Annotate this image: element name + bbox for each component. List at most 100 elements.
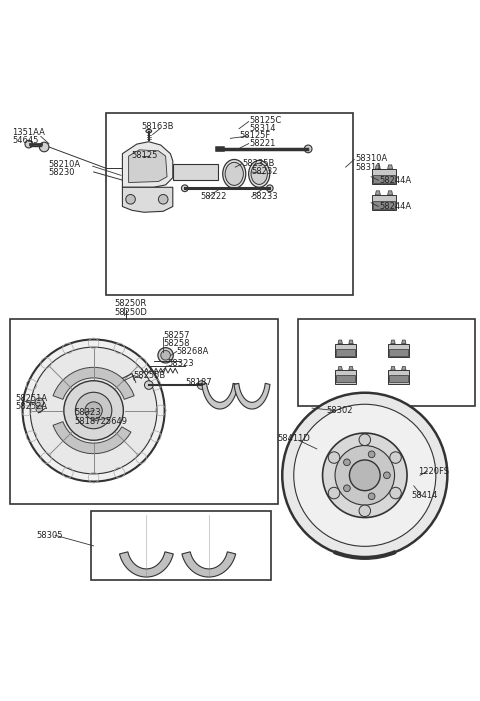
Bar	[336, 376, 355, 382]
Circle shape	[359, 434, 371, 446]
Circle shape	[35, 398, 44, 407]
Circle shape	[158, 194, 168, 204]
Text: 58302: 58302	[326, 406, 353, 415]
Text: 58310A: 58310A	[355, 154, 387, 163]
Text: 58323: 58323	[74, 409, 101, 417]
Circle shape	[294, 404, 436, 546]
Polygon shape	[388, 165, 393, 169]
Polygon shape	[120, 552, 173, 577]
Text: 58230: 58230	[48, 168, 74, 177]
Text: 58210A: 58210A	[48, 160, 80, 169]
Polygon shape	[391, 367, 395, 370]
Polygon shape	[402, 367, 406, 370]
Ellipse shape	[249, 161, 270, 187]
Text: 58250D: 58250D	[114, 308, 147, 317]
Text: 58311: 58311	[355, 163, 382, 172]
Text: 1220FS: 1220FS	[418, 467, 449, 476]
Circle shape	[197, 381, 206, 389]
Polygon shape	[338, 367, 342, 370]
Bar	[335, 343, 356, 358]
Text: 58250R: 58250R	[114, 299, 146, 308]
Circle shape	[36, 406, 43, 412]
Bar	[106, 113, 353, 295]
Text: 58257: 58257	[163, 331, 190, 340]
Text: 58255B: 58255B	[133, 371, 166, 380]
Text: 58233: 58233	[252, 192, 278, 201]
Text: 58232: 58232	[252, 168, 278, 177]
Bar	[388, 370, 409, 383]
Text: 58221: 58221	[250, 139, 276, 148]
Circle shape	[344, 459, 350, 465]
Ellipse shape	[225, 163, 243, 185]
Circle shape	[328, 451, 340, 463]
Bar	[389, 349, 408, 356]
Text: 58125C: 58125C	[250, 116, 282, 125]
Circle shape	[126, 194, 135, 204]
Circle shape	[349, 460, 380, 491]
Circle shape	[64, 381, 123, 440]
Bar	[335, 370, 356, 383]
Circle shape	[144, 381, 153, 389]
Circle shape	[39, 142, 49, 152]
Text: 5818725649: 5818725649	[74, 416, 127, 426]
Text: 58411D: 58411D	[277, 435, 310, 443]
Polygon shape	[129, 150, 167, 182]
Polygon shape	[122, 142, 173, 187]
Circle shape	[344, 485, 350, 491]
Polygon shape	[349, 367, 353, 370]
Circle shape	[23, 339, 165, 482]
Circle shape	[181, 185, 188, 191]
Polygon shape	[388, 191, 393, 195]
Circle shape	[368, 493, 375, 500]
Ellipse shape	[146, 130, 152, 132]
Circle shape	[390, 487, 401, 499]
Ellipse shape	[251, 163, 267, 184]
Polygon shape	[202, 383, 238, 409]
Polygon shape	[122, 187, 173, 212]
Circle shape	[25, 140, 33, 148]
Text: 1351AA: 1351AA	[12, 128, 45, 137]
Circle shape	[75, 393, 112, 429]
Text: 58125F: 58125F	[239, 132, 270, 140]
Text: 58235B: 58235B	[242, 159, 274, 168]
Text: 58258: 58258	[163, 339, 190, 348]
Text: 54645: 54645	[12, 136, 38, 145]
Text: 58244A: 58244A	[379, 202, 411, 211]
Bar	[336, 349, 355, 356]
Text: 58323: 58323	[167, 360, 193, 369]
Polygon shape	[53, 422, 131, 454]
Polygon shape	[338, 340, 342, 343]
Circle shape	[304, 145, 312, 153]
Polygon shape	[53, 367, 134, 400]
Polygon shape	[234, 383, 270, 409]
Bar	[91, 511, 271, 580]
Text: 58414: 58414	[412, 491, 438, 500]
Circle shape	[335, 446, 395, 505]
Bar	[10, 319, 278, 504]
Polygon shape	[375, 191, 380, 195]
Circle shape	[266, 185, 273, 191]
Bar	[389, 376, 408, 382]
Circle shape	[359, 505, 371, 517]
Bar	[373, 175, 395, 183]
Circle shape	[158, 348, 173, 363]
Circle shape	[384, 472, 390, 479]
Circle shape	[30, 347, 157, 474]
Text: 58163B: 58163B	[142, 122, 174, 131]
Circle shape	[390, 451, 401, 463]
Polygon shape	[391, 340, 395, 343]
Circle shape	[368, 451, 375, 458]
Circle shape	[85, 402, 102, 419]
Text: 58187: 58187	[185, 378, 212, 387]
Text: 58305: 58305	[36, 531, 62, 540]
Bar	[372, 195, 396, 210]
Bar	[388, 343, 409, 358]
Ellipse shape	[223, 159, 246, 189]
Bar	[173, 164, 218, 179]
Circle shape	[161, 350, 170, 360]
Text: 58222: 58222	[201, 192, 227, 201]
Text: 58125: 58125	[132, 151, 158, 160]
Polygon shape	[375, 165, 380, 169]
Circle shape	[323, 433, 407, 517]
Bar	[373, 201, 395, 209]
